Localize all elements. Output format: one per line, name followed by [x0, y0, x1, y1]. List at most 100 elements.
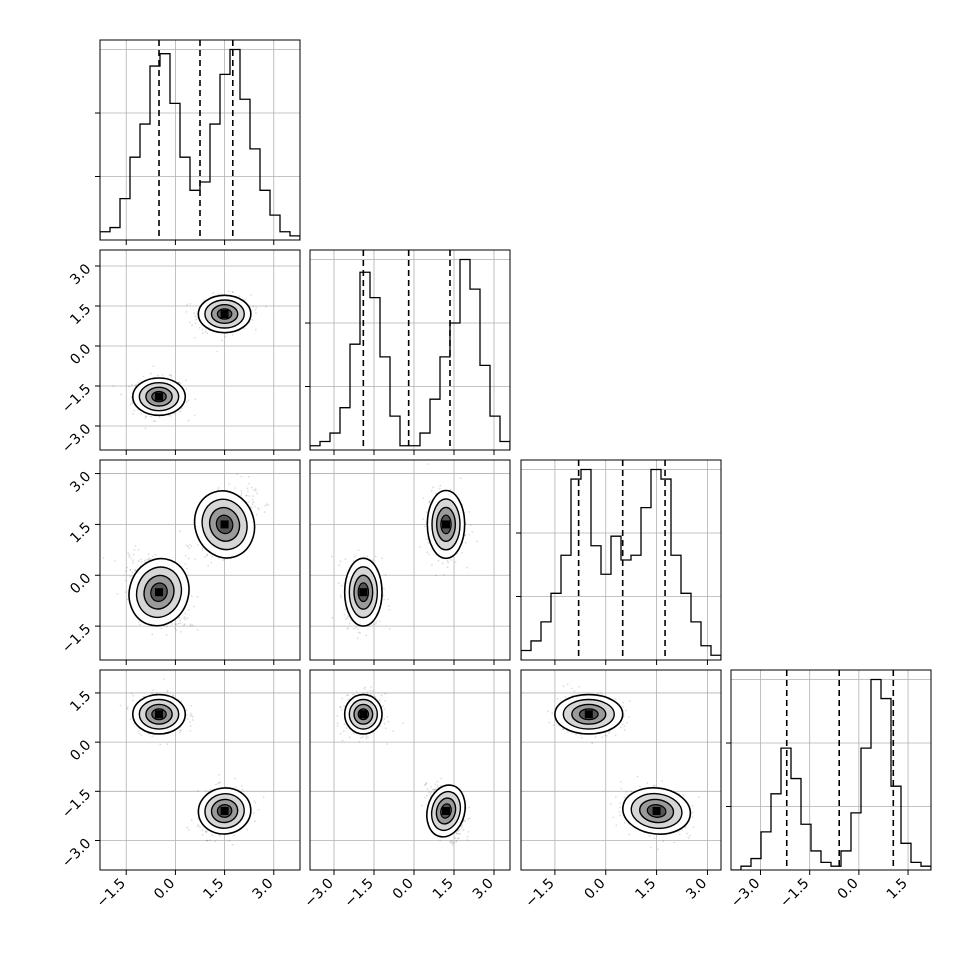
- scatter-point: [422, 497, 425, 500]
- scatter-point: [365, 735, 368, 738]
- scatter-point: [620, 787, 623, 790]
- scatter-point: [615, 824, 618, 827]
- scatter-point: [331, 616, 334, 619]
- scatter-point: [579, 733, 582, 736]
- scatter-point: [341, 697, 344, 700]
- scatter-point: [347, 694, 350, 697]
- y-tick-label: 3.0: [67, 469, 94, 496]
- scatter-point: [183, 617, 186, 620]
- panel-border: [99, 669, 301, 871]
- scatter-point: [190, 704, 193, 707]
- scatter-point: [566, 683, 569, 686]
- scatter-point: [112, 384, 115, 387]
- scatter-point: [147, 553, 150, 556]
- scatter-point: [562, 728, 565, 731]
- scatter-point: [190, 595, 193, 598]
- scatter-point: [209, 788, 212, 791]
- scatter-point: [459, 832, 461, 835]
- scatter-point: [231, 333, 234, 336]
- scatter-point: [461, 824, 463, 827]
- density-peak-0: [584, 710, 593, 719]
- density-peak-0: [155, 392, 164, 401]
- scatter-point: [656, 848, 659, 851]
- scatter-point: [428, 501, 431, 503]
- scatter-point: [424, 783, 426, 786]
- scatter-point: [433, 789, 435, 791]
- scatter-point: [127, 552, 130, 554]
- scatter-point: [128, 553, 131, 556]
- scatter-point: [205, 831, 208, 834]
- scatter-point: [120, 393, 122, 396]
- scatter-point: [132, 413, 134, 415]
- scatter-point: [254, 820, 256, 823]
- scatter-point: [623, 725, 626, 727]
- scatter-point: [597, 692, 599, 695]
- scatter-point: [697, 796, 700, 799]
- scatter-point: [455, 839, 458, 842]
- scatter-point: [246, 487, 249, 490]
- scatter-point: [451, 841, 454, 844]
- scatter-point: [614, 734, 617, 737]
- scatter-point: [130, 396, 133, 399]
- scatter-point: [463, 819, 465, 822]
- scatter-point: [180, 630, 182, 633]
- scatter-point: [426, 463, 429, 465]
- y-tick-label: −1.5: [59, 381, 94, 416]
- scatter-point: [431, 486, 434, 489]
- scatter-point: [608, 732, 611, 734]
- scatter-point: [600, 692, 603, 694]
- scatter-point: [171, 623, 174, 625]
- scatter-point: [362, 736, 364, 738]
- scatter-point: [187, 399, 190, 402]
- scatter-point: [137, 559, 140, 562]
- scatter-point: [131, 384, 133, 386]
- scatter-point: [185, 401, 188, 403]
- gridlines: [521, 460, 721, 660]
- scatter-point: [628, 833, 631, 836]
- scatter-point: [186, 617, 189, 620]
- scatter-point: [691, 804, 694, 807]
- scatter-point: [147, 559, 150, 561]
- scatter-point: [468, 533, 471, 536]
- scatter-point: [126, 706, 129, 709]
- scatter-point: [254, 312, 257, 315]
- scatter-point: [383, 708, 386, 711]
- scatter-point: [357, 631, 360, 634]
- scatter-point: [467, 830, 470, 833]
- scatter-point: [436, 784, 439, 787]
- scatter-point: [116, 592, 119, 595]
- scatter-point: [428, 791, 430, 794]
- scatter-point: [192, 605, 195, 608]
- scatter-point: [223, 558, 226, 561]
- scatter-point: [142, 695, 145, 698]
- scatter-point: [248, 482, 250, 485]
- scatter-point: [130, 692, 133, 695]
- scatter-point: [350, 619, 352, 622]
- scatter-point: [132, 694, 135, 697]
- scatter-point: [556, 697, 559, 700]
- scatter-point: [211, 555, 214, 558]
- scatter-point: [198, 326, 201, 329]
- scatter-point: [614, 795, 617, 798]
- scatter-point: [201, 833, 204, 836]
- scatter-point: [436, 780, 439, 783]
- scatter-point: [131, 400, 133, 403]
- scatter-point: [250, 486, 253, 489]
- scatter-point: [179, 410, 182, 413]
- scatter-point: [191, 715, 194, 718]
- scatter-point: [187, 609, 190, 612]
- scatter-point: [434, 788, 437, 791]
- scatter-point: [630, 790, 633, 793]
- scatter-point: [224, 335, 227, 338]
- scatter-point: [142, 375, 145, 378]
- scatter-point: [638, 785, 641, 788]
- scatter-point: [189, 721, 192, 724]
- scatter-point: [458, 829, 461, 831]
- scatter-point: [433, 788, 436, 791]
- scatter-point: [216, 782, 219, 785]
- scatter-point: [354, 555, 356, 558]
- scatter-point: [457, 829, 460, 832]
- scatter-point: [343, 723, 346, 726]
- scatter-point: [575, 733, 577, 736]
- scatter-point: [421, 804, 424, 807]
